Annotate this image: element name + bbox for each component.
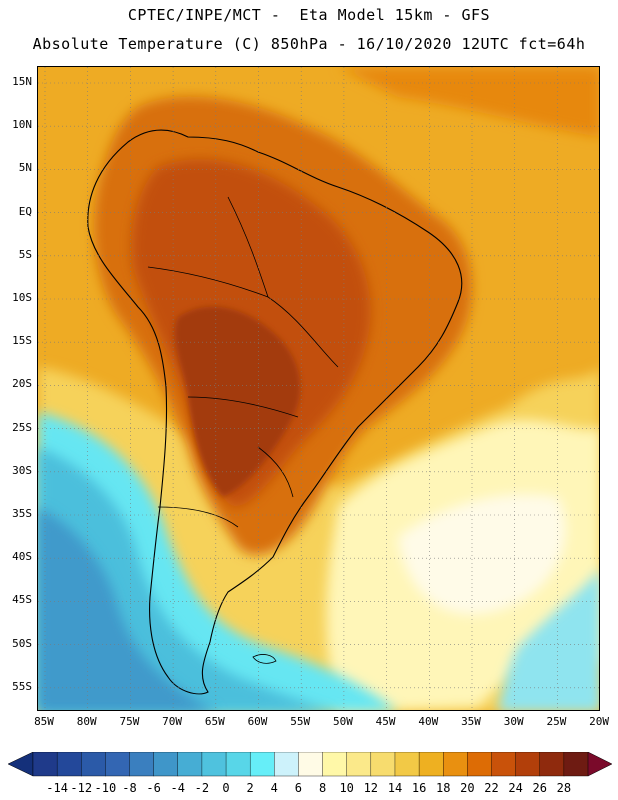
cold-zone-southeast [498,569,599,710]
latitude-tick-label: 45S [12,593,32,607]
colorbar-tick-label: -2 [194,781,210,795]
latitude-tick-label: 35S [12,507,32,520]
temperature-map [37,66,600,711]
longitude-tick-label: 45W [375,715,396,728]
longitude-tick-label: 50W [332,715,353,728]
coldest-zone [38,507,215,710]
colorbar-tick-label: 28 [556,781,572,795]
falkland-islands [252,654,277,664]
colorbar-segment [467,752,492,777]
colorbar-tick-label: 22 [484,781,499,795]
colorbar-segment [201,752,227,777]
longitude-tick-label: 75W [119,715,140,728]
colorbar-tick-label: -14 [46,781,68,795]
longitude-tick-label: 65W [204,715,225,728]
colorbar-tick-label: 8 [318,781,327,795]
colorbar-segment [394,752,420,777]
colorbar-tick-label: -4 [170,781,185,795]
longitude-tick-label: 25W [546,715,567,728]
colorbar-tick-label: 18 [435,781,451,795]
latitude-tick-label: 30S [12,463,32,477]
coastline [87,129,463,695]
colorbar-tick-label: 26 [532,781,547,795]
longitude-tick-label: 80W [76,715,97,728]
colorbar-segment [539,752,565,777]
colorbar-segment [129,752,155,777]
longitude-tick-label: 55W [290,715,311,728]
latitude-tick-label: 5N [18,161,32,175]
colorbar-tick-label: -8 [122,781,137,795]
colorbar-tick-label: 4 [270,781,278,795]
latitude-tick-label: 25S [12,420,32,434]
latitude-tick-label: EQ [18,204,32,218]
colorbar-segment [515,752,541,777]
latitude-tick-label: 20S [12,377,32,391]
latitude-tick-label: 15N [12,75,32,88]
colorbar-tick-label: 0 [222,781,230,795]
colorbar-segment [225,752,251,777]
colorbar [7,752,613,777]
country-borders [147,196,339,528]
colorbar-segment [105,752,131,777]
longitude-tick-label: 35W [461,715,481,728]
colorbar-segment [418,752,444,777]
colorbar-tick-label: 10 [339,781,354,795]
colorbar-segment [346,752,372,777]
temperature-field [38,67,599,710]
colorbar-tick-label: 14 [387,781,403,795]
map-title-line-2: Absolute Temperature (C) 850hPa - 16/10/… [32,35,586,53]
colorbar-tick-label: 20 [460,781,475,795]
colorbar-tick-label: -12 [70,781,93,795]
longitude-tick-label: 40W [418,715,439,728]
latitude-tick-label: 10S [12,291,32,304]
colorbar-segment [443,752,468,777]
longitude-tick-label: 30W [503,715,524,728]
colorbar-segment [563,752,589,777]
latitude-tick-label: 10N [12,118,32,132]
colorbar-segment [177,752,203,777]
longitude-tick-label: 85W [34,715,54,728]
colorbar-tick-label: 6 [294,781,303,795]
colorbar-tick-label: 24 [508,781,523,795]
colorbar-over-arrow [587,752,613,777]
longitude-tick-label: 20W [589,715,610,728]
colorbar-tick-label: -6 [146,781,161,795]
latitude-tick-label: 5S [18,247,32,261]
colorbar-tick-label: 2 [246,781,254,795]
colorbar-segment [153,752,179,777]
latitude-tick-label: 40S [12,550,32,564]
latitude-tick-label: 55S [12,679,32,693]
colorbar-tick-label: 16 [411,781,427,795]
colorbar-tick-label: 12 [363,781,379,795]
colorbar-segment [491,752,517,777]
longitude-tick-label: 70W [162,715,183,728]
colorbar-segment [298,752,324,777]
colorbar-segment [32,752,58,777]
colorbar-tick-label: -10 [94,781,117,795]
colorbar-segment [249,752,275,777]
warm-ocean-northeast [338,67,599,137]
colorbar-segment [322,752,348,777]
colorbar-under-arrow [7,752,34,777]
colorbar-segment [81,752,106,777]
map-title-line-1: CPTEC/INPE/MCT - Eta Model 15km - GFS [127,6,491,24]
latitude-tick-label: 15S [12,334,32,348]
colorbar-segment [274,752,299,777]
latitude-tick-label: 50S [12,636,32,650]
colorbar-segment [56,752,82,777]
longitude-tick-label: 60W [247,715,268,728]
colorbar-segment [370,752,396,777]
cream-patch [398,494,566,615]
